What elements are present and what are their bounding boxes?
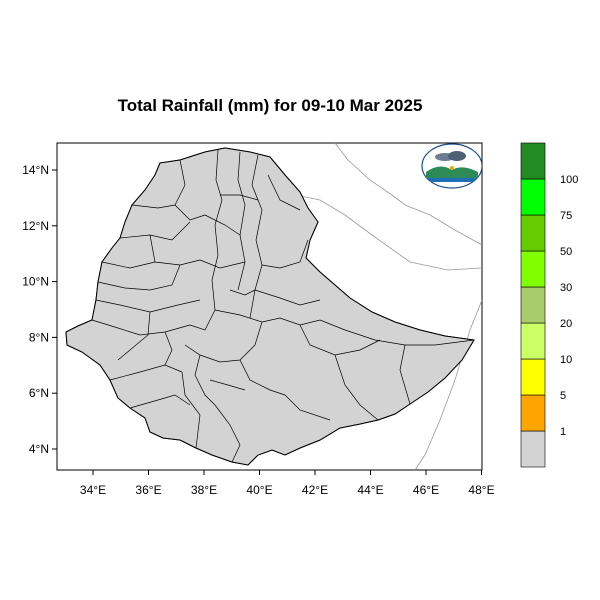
red-sea-coast	[334, 143, 482, 246]
admin-boundaries	[91, 149, 475, 463]
legend-swatch	[520, 250, 546, 288]
legend-swatch	[520, 214, 546, 252]
x-axis: 34°E 36°E 38°E 40°E 42°E 44°E 46°E 48°E	[80, 470, 495, 497]
legend-label: 50	[560, 246, 572, 258]
x-tick-label: 38°E	[191, 483, 217, 497]
x-tick-label: 46°E	[413, 483, 439, 497]
y-tick-label: 14°N	[22, 163, 49, 177]
y-axis: 14°N 12°N 10°N 8°N 6°N 4°N	[22, 163, 57, 456]
x-tick-label: 44°E	[357, 483, 383, 497]
legend-label: 20	[560, 318, 572, 330]
legend-label: 1	[560, 426, 566, 438]
y-tick-label: 8°N	[29, 330, 49, 344]
x-tick-label: 42°E	[302, 483, 328, 497]
x-tick-label: 34°E	[80, 483, 106, 497]
legend-swatch	[520, 394, 546, 432]
legend-swatch	[520, 430, 546, 468]
x-tick-label: 48°E	[468, 483, 494, 497]
legend-swatch	[520, 286, 546, 324]
legend-swatch	[520, 322, 546, 360]
map-area	[65, 143, 482, 470]
legend-label: 75	[560, 210, 572, 222]
gulf-aden-coast	[299, 195, 482, 271]
y-tick-label: 10°N	[22, 275, 49, 289]
y-tick-label: 4°N	[29, 442, 49, 456]
legend-label: 10	[560, 354, 572, 366]
legend-swatch	[520, 142, 546, 180]
legend-label: 30	[560, 282, 572, 294]
x-tick-label: 40°E	[246, 483, 272, 497]
legend-label: 5	[560, 390, 566, 402]
legend-swatch	[520, 178, 546, 216]
color-legend: 1 5 10 20 30 50 75 100	[520, 142, 578, 468]
x-tick-label: 36°E	[135, 483, 161, 497]
legend-label: 100	[560, 174, 578, 186]
emi-logo	[421, 143, 482, 189]
legend-swatch	[520, 358, 546, 396]
y-tick-label: 6°N	[29, 386, 49, 400]
y-tick-label: 12°N	[22, 219, 49, 233]
somali-coast	[414, 299, 482, 470]
map-title: Total Rainfall (mm) for 09-10 Mar 2025	[117, 96, 423, 115]
